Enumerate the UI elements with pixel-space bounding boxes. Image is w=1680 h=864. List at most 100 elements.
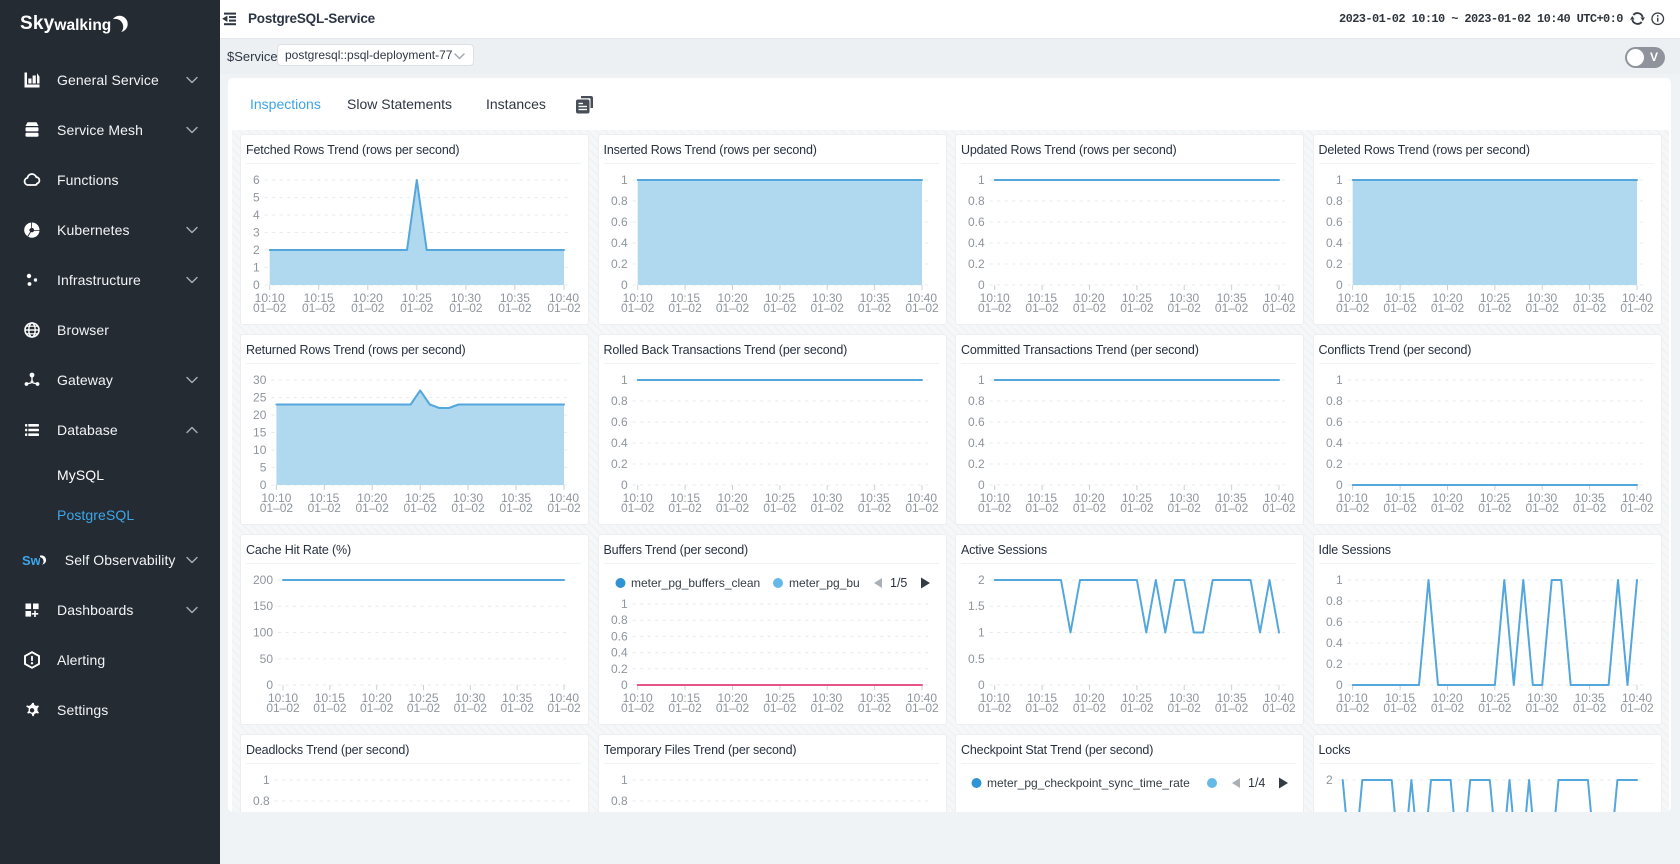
svg-text:100: 100 [253,626,273,640]
svg-text:0.2: 0.2 [611,662,628,676]
svg-text:10:35: 10:35 [1574,491,1604,505]
svg-text:0.8: 0.8 [611,194,628,208]
svg-text:0.4: 0.4 [611,236,628,250]
svg-text:0.6: 0.6 [611,415,628,429]
svg-text:01–02: 01–02 [1215,301,1249,315]
svg-text:0: 0 [1336,678,1343,692]
svg-text:01–02: 01–02 [404,501,438,515]
svg-text:10:25: 10:25 [1479,691,1509,705]
svg-text:01–02: 01–02 [1572,701,1606,715]
svg-text:01–02: 01–02 [1478,701,1512,715]
svg-text:01–02: 01–02 [1572,301,1606,315]
svg-text:01–02: 01–02 [1262,701,1296,715]
svg-text:10:40: 10:40 [549,491,579,505]
svg-text:10:10: 10:10 [622,491,652,505]
svg-text:10:40: 10:40 [1264,491,1294,505]
svg-text:0: 0 [253,278,260,292]
svg-text:0.8: 0.8 [1326,594,1343,608]
svg-text:0: 0 [978,478,985,492]
svg-text:01–02: 01–02 [356,501,390,515]
svg-text:10:25: 10:25 [764,491,794,505]
svg-text:10:15: 10:15 [1385,691,1415,705]
svg-text:01–02: 01–02 [302,301,336,315]
svg-text:01–02: 01–02 [1262,501,1296,515]
svg-text:0.2: 0.2 [1326,657,1343,671]
svg-text:0.4: 0.4 [1326,436,1343,450]
svg-text:01–02: 01–02 [1215,701,1249,715]
svg-text:01–02: 01–02 [857,501,891,515]
svg-text:1: 1 [621,773,628,787]
svg-text:01–02: 01–02 [621,501,655,515]
svg-text:50: 50 [260,652,274,666]
svg-text:10:25: 10:25 [1479,291,1509,305]
svg-text:01–02: 01–02 [1525,501,1559,515]
svg-text:01–02: 01–02 [1383,301,1417,315]
svg-text:01–02: 01–02 [1478,301,1512,315]
svg-text:0.6: 0.6 [611,215,628,229]
svg-text:01–02: 01–02 [668,501,702,515]
svg-text:01–02: 01–02 [1168,501,1202,515]
svg-text:10:10: 10:10 [980,291,1010,305]
svg-text:10:10: 10:10 [1337,491,1367,505]
svg-text:10:20: 10:20 [1432,291,1462,305]
svg-text:01–02: 01–02 [499,501,533,515]
svg-text:10:25: 10:25 [764,291,794,305]
svg-text:10:40: 10:40 [549,291,579,305]
svg-text:0: 0 [621,678,628,692]
svg-text:1: 1 [621,373,628,387]
svg-text:01–02: 01–02 [715,301,749,315]
svg-text:01–02: 01–02 [1262,301,1296,315]
svg-text:01–02: 01–02 [451,501,485,515]
svg-text:2: 2 [253,243,260,257]
svg-text:10:25: 10:25 [402,291,432,305]
svg-text:10:30: 10:30 [1169,491,1199,505]
svg-text:10:20: 10:20 [353,291,383,305]
svg-text:10:25: 10:25 [1122,291,1152,305]
svg-text:0: 0 [1336,278,1343,292]
svg-text:meter_pg_buffers_clean: meter_pg_buffers_clean [631,576,760,590]
svg-text:1: 1 [621,597,628,611]
svg-text:15: 15 [253,426,267,440]
svg-text:10:10: 10:10 [1337,291,1367,305]
svg-text:0.8: 0.8 [968,394,985,408]
svg-text:01–02: 01–02 [547,701,581,715]
svg-text:01–02: 01–02 [308,501,342,515]
svg-text:01–02: 01–02 [1620,701,1654,715]
svg-text:01–02: 01–02 [1215,501,1249,515]
svg-text:01–02: 01–02 [668,301,702,315]
svg-text:5: 5 [253,191,260,205]
svg-text:10:10: 10:10 [622,691,652,705]
svg-text:0.8: 0.8 [253,794,270,808]
svg-text:25: 25 [253,391,267,405]
svg-text:01–02: 01–02 [313,701,347,715]
svg-text:3: 3 [253,226,260,240]
svg-text:01–02: 01–02 [1336,301,1370,315]
svg-text:01–02: 01–02 [1383,701,1417,715]
svg-text:1: 1 [978,173,985,187]
svg-text:10:40: 10:40 [1621,491,1651,505]
svg-text:1: 1 [1336,373,1343,387]
svg-text:0: 0 [978,678,985,692]
svg-text:10:25: 10:25 [405,491,435,505]
svg-text:01–02: 01–02 [1383,501,1417,515]
svg-text:10:35: 10:35 [1574,691,1604,705]
svg-text:10:35: 10:35 [1217,491,1247,505]
svg-text:10:20: 10:20 [1074,291,1104,305]
svg-text:10:40: 10:40 [906,291,936,305]
svg-text:0.4: 0.4 [968,236,985,250]
svg-text:0: 0 [621,478,628,492]
svg-text:1: 1 [621,173,628,187]
svg-text:10:15: 10:15 [1385,491,1415,505]
svg-text:10:40: 10:40 [906,691,936,705]
svg-text:0: 0 [621,278,628,292]
svg-text:10:15: 10:15 [670,491,700,505]
svg-text:0.6: 0.6 [968,215,985,229]
svg-text:01–02: 01–02 [978,501,1012,515]
svg-text:01–02: 01–02 [1025,701,1059,715]
svg-text:01–02: 01–02 [1120,701,1154,715]
svg-text:meter_pg_checkpoint_sync_time_: meter_pg_checkpoint_sync_time_rate [987,776,1190,790]
svg-text:01–02: 01–02 [1168,301,1202,315]
svg-text:10:20: 10:20 [717,691,747,705]
svg-text:1: 1 [1336,573,1343,587]
svg-text:10:20: 10:20 [717,291,747,305]
